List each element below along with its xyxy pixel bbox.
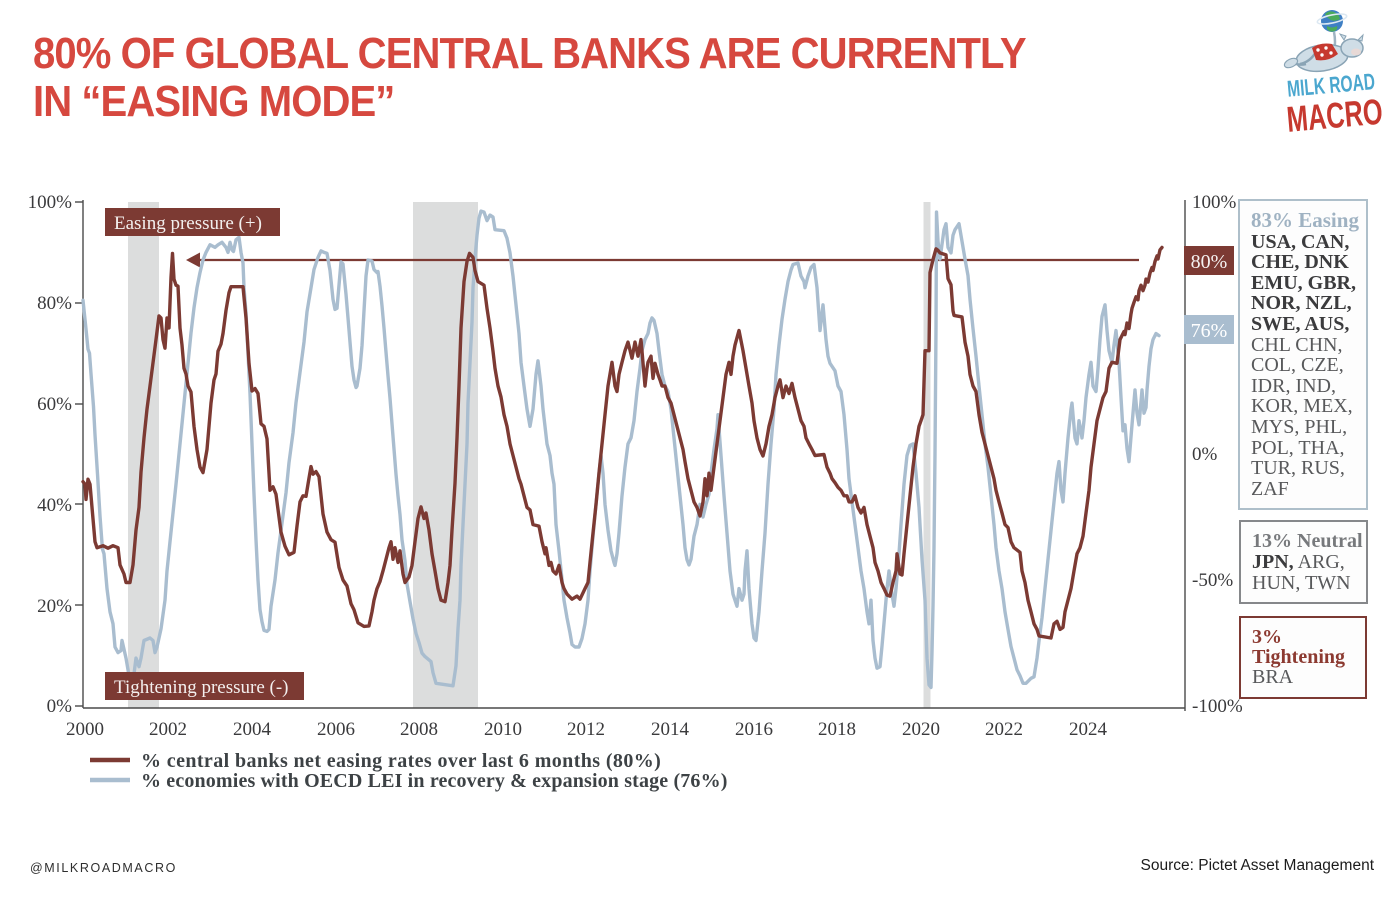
svg-text:40%: 40% bbox=[37, 495, 72, 516]
svg-text:20%: 20% bbox=[37, 596, 72, 617]
svg-text:CHE, DNK: CHE, DNK bbox=[1251, 251, 1349, 273]
svg-text:SWE, AUS,: SWE, AUS, bbox=[1251, 313, 1349, 335]
svg-text:% economies with OECD LEI in r: % economies with OECD LEI in recovery & … bbox=[141, 770, 728, 792]
svg-text:0%: 0% bbox=[47, 696, 73, 717]
svg-text:2008: 2008 bbox=[400, 719, 438, 740]
svg-text:2018: 2018 bbox=[818, 719, 856, 740]
svg-text:MACRO: MACRO bbox=[1285, 91, 1384, 140]
svg-text:Tightening pressure (-): Tightening pressure (-) bbox=[114, 677, 289, 698]
svg-text:2004: 2004 bbox=[233, 719, 272, 740]
svg-text:POL, THA,: POL, THA, bbox=[1251, 437, 1345, 459]
svg-text:COL, CZE,: COL, CZE, bbox=[1251, 354, 1344, 376]
svg-text:ZAF: ZAF bbox=[1251, 478, 1289, 500]
svg-text:80%: 80% bbox=[1191, 251, 1228, 273]
svg-text:-100%: -100% bbox=[1192, 696, 1243, 717]
svg-text:EMU, GBR,: EMU, GBR, bbox=[1251, 272, 1356, 294]
svg-text:NOR, NZL,: NOR, NZL, bbox=[1251, 292, 1352, 314]
svg-text:83% Easing: 83% Easing bbox=[1251, 208, 1359, 232]
svg-text:IDR, IND,: IDR, IND, bbox=[1251, 375, 1336, 397]
svg-text:Easing pressure (+): Easing pressure (+) bbox=[114, 213, 262, 234]
svg-text:% central banks net easing rat: % central banks net easing rates over la… bbox=[141, 750, 661, 772]
svg-text:2016: 2016 bbox=[735, 719, 773, 740]
svg-text:2014: 2014 bbox=[651, 719, 690, 740]
svg-text:2006: 2006 bbox=[317, 719, 355, 740]
svg-text:2022: 2022 bbox=[985, 719, 1023, 740]
svg-text:TUR, RUS,: TUR, RUS, bbox=[1251, 457, 1345, 479]
svg-text:2010: 2010 bbox=[484, 719, 522, 740]
svg-text:KOR, MEX,: KOR, MEX, bbox=[1251, 395, 1353, 417]
svg-text:BRA: BRA bbox=[1252, 666, 1294, 688]
svg-text:60%: 60% bbox=[37, 394, 72, 415]
svg-text:CHL CHN,: CHL CHN, bbox=[1251, 334, 1342, 356]
svg-text:2024: 2024 bbox=[1069, 719, 1108, 740]
svg-text:0%: 0% bbox=[1192, 444, 1218, 465]
svg-text:76%: 76% bbox=[1191, 320, 1228, 342]
svg-text:3%: 3% bbox=[1252, 626, 1282, 648]
svg-text:MYS, PHL,: MYS, PHL, bbox=[1251, 416, 1347, 438]
svg-text:2000: 2000 bbox=[66, 719, 104, 740]
svg-text:2020: 2020 bbox=[902, 719, 940, 740]
svg-text:80%: 80% bbox=[37, 293, 72, 314]
svg-text:USA, CAN,: USA, CAN, bbox=[1251, 231, 1349, 253]
svg-text:2002: 2002 bbox=[149, 719, 187, 740]
svg-text:HUN, TWN: HUN, TWN bbox=[1252, 572, 1351, 594]
svg-text:2012: 2012 bbox=[567, 719, 605, 740]
svg-text:100%: 100% bbox=[28, 192, 73, 213]
svg-text:-50%: -50% bbox=[1192, 570, 1233, 591]
svg-text:JPN, ARG,: JPN, ARG, bbox=[1252, 551, 1345, 573]
svg-text:100%: 100% bbox=[1192, 192, 1237, 213]
svg-text:Tightening: Tightening bbox=[1252, 646, 1345, 668]
svg-text:13% Neutral: 13% Neutral bbox=[1252, 530, 1363, 552]
